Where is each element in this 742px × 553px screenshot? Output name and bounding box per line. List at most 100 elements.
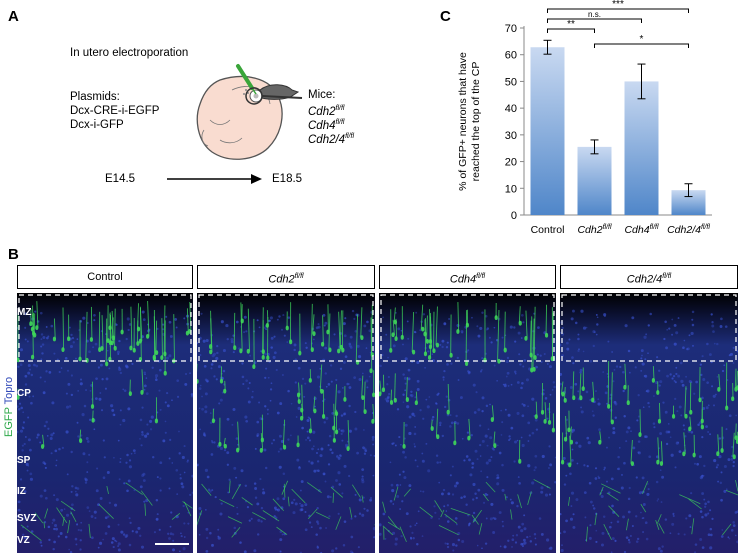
topro-nucleus <box>574 321 578 325</box>
topro-nucleus <box>316 375 320 379</box>
topro-nucleus <box>676 410 679 413</box>
topro-nucleus <box>472 511 476 515</box>
topro-nucleus <box>348 342 352 346</box>
egfp-soma <box>446 409 450 415</box>
topro-nucleus <box>211 441 214 444</box>
topro-nucleus <box>628 371 631 374</box>
topro-nucleus <box>422 490 425 493</box>
egfp-soma <box>152 356 156 361</box>
topro-nucleus <box>677 374 681 378</box>
topro-nucleus <box>504 408 507 411</box>
egfp-soma <box>223 443 227 449</box>
egfp-fiber <box>382 525 394 536</box>
egfp-soma <box>572 395 576 401</box>
topro-nucleus <box>498 511 502 515</box>
topro-nucleus <box>65 405 69 409</box>
topro-nucleus <box>51 401 55 405</box>
egfp-neurite <box>717 434 720 454</box>
topro-nucleus <box>507 539 510 542</box>
topro-nucleus <box>402 450 405 454</box>
egfp-fiber <box>231 483 241 500</box>
topro-nucleus <box>365 379 369 383</box>
topro-nucleus <box>343 520 347 523</box>
egfp-soma <box>610 419 614 425</box>
topro-nucleus <box>181 455 185 460</box>
topro-nucleus <box>704 502 707 506</box>
topro-nucleus <box>145 499 149 503</box>
topro-nucleus <box>463 495 466 499</box>
topro-nucleus <box>59 532 63 535</box>
topro-nucleus <box>683 428 686 431</box>
topro-nucleus <box>231 423 234 426</box>
topro-nucleus <box>390 483 394 487</box>
topro-nucleus <box>270 382 273 385</box>
topro-nucleus <box>205 508 207 511</box>
topro-nucleus <box>520 436 523 439</box>
topro-nucleus <box>627 538 631 542</box>
x-tick-label: Cdh4fl/fl <box>624 224 658 236</box>
micrograph-cdh24 <box>560 293 738 553</box>
topro-nucleus <box>671 318 674 321</box>
topro-nucleus <box>517 476 520 478</box>
topro-nucleus <box>601 531 605 535</box>
egfp-neurite <box>736 370 738 388</box>
topro-nucleus <box>114 503 118 507</box>
topro-nucleus <box>674 466 677 469</box>
topro-nucleus <box>75 543 78 546</box>
topro-nucleus <box>565 474 568 477</box>
egfp-soma <box>543 418 547 424</box>
egfp-soma <box>313 408 317 414</box>
topro-nucleus <box>139 418 143 422</box>
topro-nucleus <box>86 471 89 473</box>
egfp-soma <box>40 444 45 449</box>
topro-nucleus <box>122 418 126 423</box>
topro-nucleus <box>507 385 510 387</box>
egfp-soma <box>208 344 213 349</box>
topro-nucleus <box>479 326 483 330</box>
topro-nucleus <box>582 350 585 353</box>
topro-nucleus <box>604 391 608 395</box>
topro-nucleus <box>379 523 382 527</box>
egfp-soma <box>296 392 301 398</box>
topro-nucleus <box>585 390 589 394</box>
topro-nucleus <box>183 522 186 525</box>
egfp-fiber <box>640 503 647 513</box>
egfp-neurite <box>33 313 36 336</box>
egfp-neurite <box>189 302 192 332</box>
topro-nucleus <box>538 517 542 520</box>
egfp-fiber <box>504 493 507 501</box>
egfp-neurite <box>90 306 93 340</box>
topro-nucleus <box>299 502 301 505</box>
mice-label: Mice: <box>308 89 336 101</box>
topro-nucleus <box>637 394 640 397</box>
topro-nucleus <box>715 466 718 469</box>
topro-nucleus <box>486 444 489 447</box>
topro-nucleus <box>337 456 341 460</box>
topro-nucleus <box>99 497 103 500</box>
egfp-soma <box>567 427 571 433</box>
topro-nucleus <box>211 489 214 492</box>
egfp-neurite <box>533 306 536 358</box>
topro-nucleus <box>273 335 276 338</box>
topro-nucleus <box>388 392 391 396</box>
egfp-fiber <box>361 495 364 503</box>
topro-nucleus <box>43 489 47 493</box>
egfp-neurite <box>313 396 316 411</box>
topro-nucleus <box>485 517 488 520</box>
topro-nucleus <box>281 373 284 377</box>
topro-nucleus <box>627 510 631 514</box>
topro-nucleus <box>245 330 248 333</box>
topro-nucleus <box>527 440 530 442</box>
topro-nucleus <box>506 371 510 375</box>
topro-nucleus <box>249 354 252 357</box>
topro-nucleus <box>488 458 492 463</box>
topro-nucleus <box>421 535 424 538</box>
egfp-soma <box>298 350 302 356</box>
micrograph-cdh2 <box>197 293 375 553</box>
topro-nucleus <box>45 496 48 500</box>
topro-nucleus <box>82 316 86 320</box>
topro-nucleus <box>531 397 535 401</box>
topro-nucleus <box>447 492 451 496</box>
topro-nucleus <box>340 432 343 435</box>
topro-nucleus <box>290 434 292 437</box>
